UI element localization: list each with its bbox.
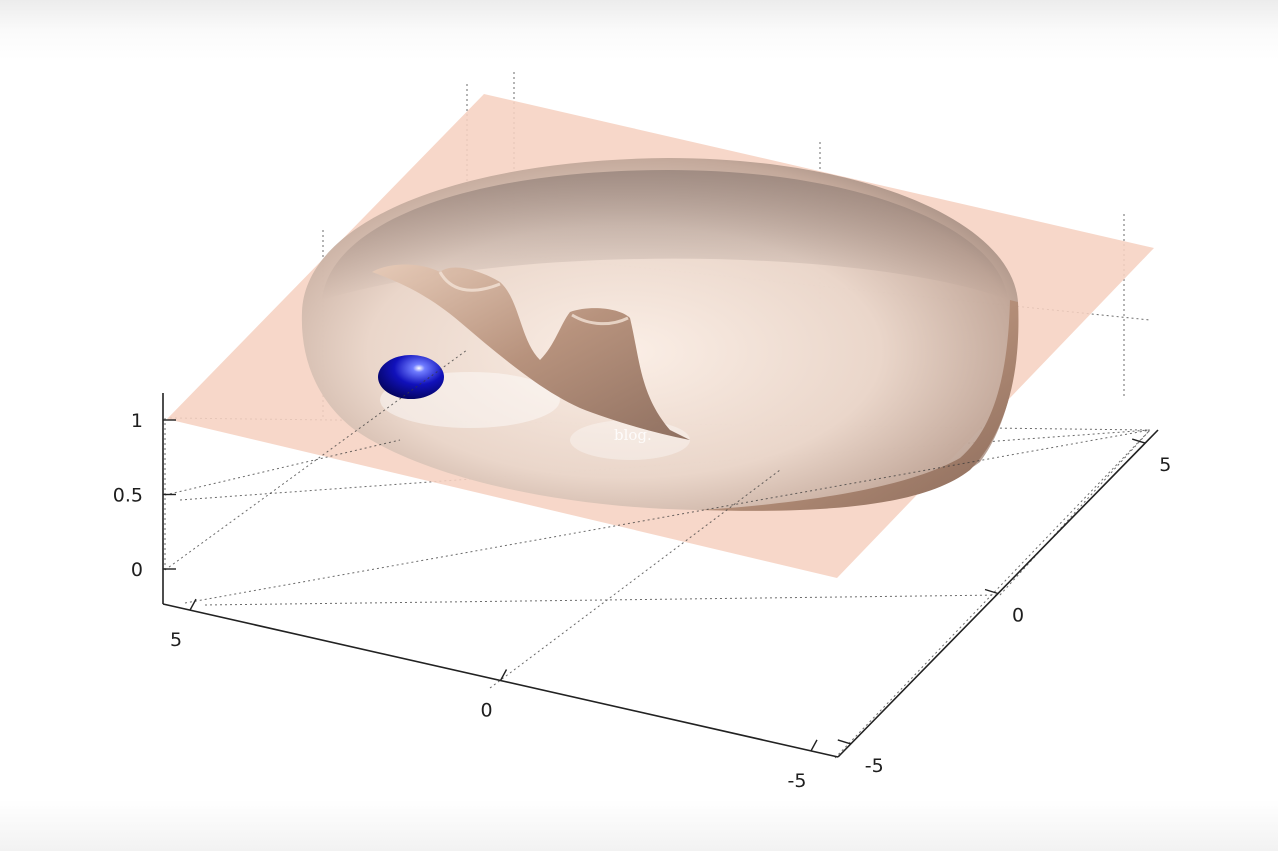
z-tick-label-1: 0.5 bbox=[113, 485, 143, 507]
y-tick-label-2: -5 bbox=[865, 755, 884, 777]
x-tick-mark-2 bbox=[810, 739, 818, 752]
x-tick-mark-0 bbox=[189, 598, 197, 611]
x-tick-label-2: -5 bbox=[788, 770, 807, 792]
x-tick-label-1: 0 bbox=[480, 700, 492, 722]
y-tick-mark-1 bbox=[984, 588, 999, 595]
blue-sphere-marker bbox=[378, 355, 444, 399]
x-tick-label-0: 5 bbox=[170, 629, 182, 651]
z-axis-ticks: 10.50 bbox=[113, 410, 176, 581]
watermark-text: blog. bbox=[614, 426, 652, 444]
x-axis-ticks: 5 0 -5 bbox=[170, 598, 818, 792]
y-axis-ticks: 5 0 -5 bbox=[837, 438, 1171, 777]
bowl-surface bbox=[301, 158, 1019, 511]
y-tick-label-1: 0 bbox=[1012, 605, 1024, 627]
z-tick-label-2: 0 bbox=[131, 559, 143, 581]
y-tick-mark-0 bbox=[1131, 438, 1146, 444]
x-tick-mark-1 bbox=[499, 669, 508, 681]
floor-grid bbox=[164, 349, 1151, 759]
y-tick-label-0: 5 bbox=[1159, 454, 1171, 476]
y-tick-mark-2 bbox=[837, 739, 852, 745]
z-tick-label-0: 1 bbox=[131, 410, 143, 432]
